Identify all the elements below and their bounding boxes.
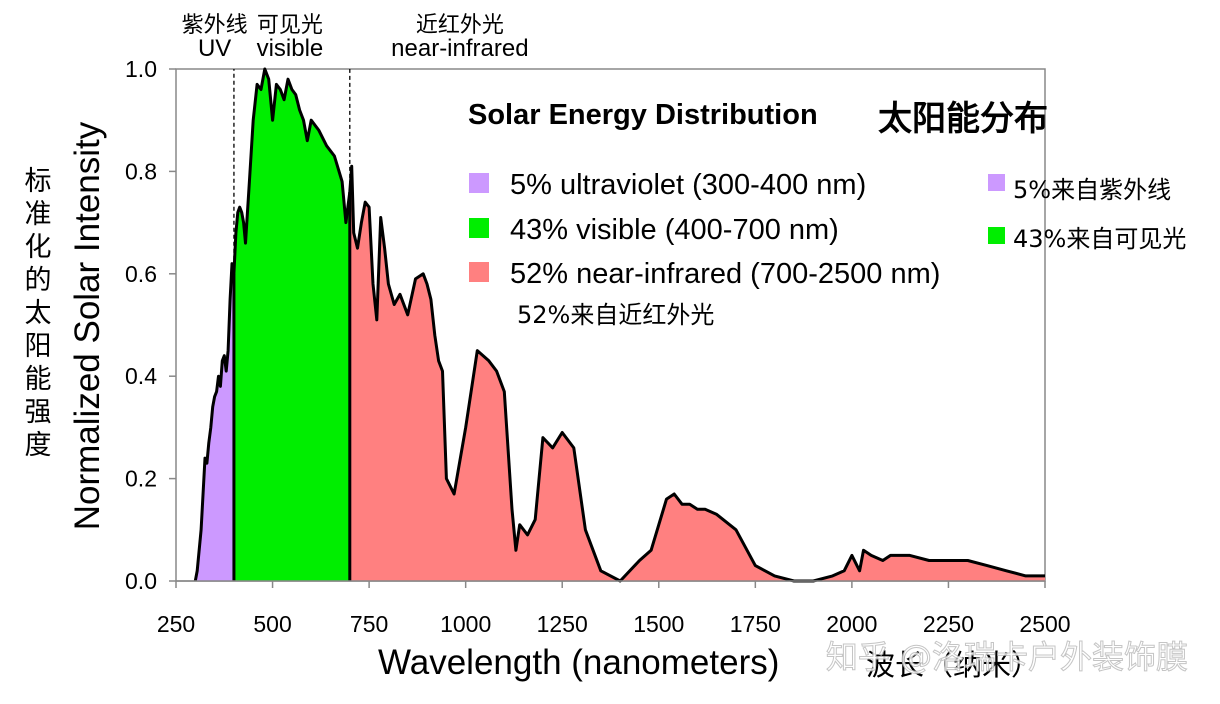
x-axis-ticks: 250 500 750 1000 1250 1500 1750 2000 2250 2500 <box>157 581 1071 637</box>
y-tick-label-0.4: 0.4 <box>125 363 157 389</box>
legend-swatch-2 <box>469 262 489 282</box>
y-tick-label-0.6: 0.6 <box>125 261 157 287</box>
legend-label-0: 5% ultraviolet (300-400 nm) <box>510 169 866 201</box>
legend-cn-label-0: 5%来自紫外线 <box>1013 176 1171 204</box>
y-axis-label-cn-char: 太 <box>25 298 52 329</box>
legend: 5% ultraviolet (300-400 nm) 43% visible (… <box>469 169 1186 329</box>
spectrum-areas <box>195 69 1045 582</box>
y-axis-label-cn-char: 的 <box>25 265 52 296</box>
y-tick-label-0.8: 0.8 <box>125 158 157 184</box>
legend-cn-label-1: 43%来自可见光 <box>1013 225 1186 253</box>
y-axis-label-cn-char: 阳 <box>25 331 52 362</box>
x-tick-label-1000: 1000 <box>440 611 491 637</box>
legend-swatch-0 <box>469 173 489 193</box>
y-axis-label-cn-char: 化 <box>25 232 52 263</box>
x-axis-label-cn: 波长（纳米） <box>866 648 1040 682</box>
x-tick-label-2250: 2250 <box>923 611 974 637</box>
legend-cn-swatch-1 <box>988 227 1005 244</box>
legend-swatch-1 <box>469 218 489 238</box>
legend-label-2: 52% near-infrared (700-2500 nm) <box>510 258 940 290</box>
x-tick-label-1250: 1250 <box>537 611 588 637</box>
region-dividers <box>232 69 352 581</box>
y-axis-label-cn-char: 度 <box>25 430 52 461</box>
y-tick-label-0.2: 0.2 <box>125 466 157 492</box>
y-axis-ticks: 0.0 0.2 0.4 0.6 0.8 1.0 <box>125 56 176 594</box>
area-visible <box>233 69 350 581</box>
region-label-cn-2: 近红外光 <box>416 13 504 38</box>
x-tick-label-750: 750 <box>350 611 388 637</box>
region-label-cn-0: 紫外线 <box>182 13 248 38</box>
y-axis-label: Normalized Solar Intensity <box>68 121 107 530</box>
y-tick-label-0.0: 0.0 <box>125 568 157 594</box>
area-ultraviolet <box>195 263 234 581</box>
y-axis-label-cn-char: 能 <box>25 364 52 395</box>
region-label-en-0: UV <box>198 35 231 62</box>
region-label-en-2: near-infrared <box>391 35 528 62</box>
y-axis-label-cn-char: 标 <box>25 166 52 197</box>
x-axis-label: Wavelength (nanometers) <box>378 643 779 682</box>
region-label-cn-1: 可见光 <box>257 13 323 38</box>
y-axis-label-cn: 标准化的太阳能强度 <box>25 166 52 461</box>
chart-title: Solar Energy Distribution <box>468 99 818 131</box>
spectrum-outline-curve <box>193 67 1045 583</box>
x-tick-label-2500: 2500 <box>1019 611 1070 637</box>
legend-cn-swatch-0 <box>988 174 1005 191</box>
legend-label-1: 43% visible (400-700 nm) <box>510 214 839 246</box>
x-tick-label-2000: 2000 <box>826 611 877 637</box>
y-tick-label-1.0: 1.0 <box>125 56 157 82</box>
legend-cn-label-2: 52%来自近红外光 <box>517 301 714 329</box>
watermark-text: 知乎 @洛瑞卡户外装饰膜 <box>826 638 1188 676</box>
x-tick-label-1750: 1750 <box>730 611 781 637</box>
region-label-en-1: visible <box>257 35 324 62</box>
x-tick-label-1500: 1500 <box>633 611 684 637</box>
x-tick-label-250: 250 <box>157 611 195 637</box>
area-near-infrared <box>349 166 1045 582</box>
chart-title-cn: 太阳能分布 <box>878 99 1048 139</box>
x-tick-label-500: 500 <box>253 611 291 637</box>
y-axis-label-cn-char: 强 <box>25 397 52 428</box>
y-axis-label-cn-char: 准 <box>25 199 52 230</box>
